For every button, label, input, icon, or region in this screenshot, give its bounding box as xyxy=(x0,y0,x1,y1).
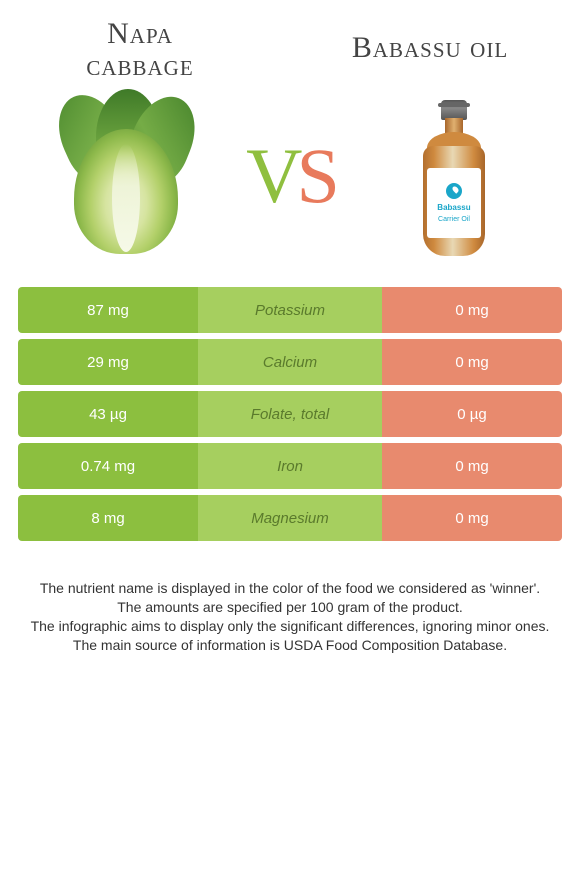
comparison-table: 87 mgPotassium0 mg29 mgCalcium0 mg43 µgF… xyxy=(18,287,562,541)
left-value: 8 mg xyxy=(18,495,198,541)
header: Napa cabbage Babassu oil xyxy=(0,0,580,81)
left-value: 0.74 mg xyxy=(18,443,198,489)
bottle-illustration: Babassu Carrier Oil xyxy=(409,96,499,256)
images-row: VS Babassu Carrier Oil xyxy=(0,81,580,281)
footer-line: The amounts are specified per 100 gram o… xyxy=(22,598,558,617)
bottle-label-line2: Carrier Oil xyxy=(438,216,470,223)
footer-notes: The nutrient name is displayed in the co… xyxy=(22,579,558,655)
table-row: 8 mgMagnesium0 mg xyxy=(18,495,562,541)
right-value: 0 mg xyxy=(382,443,562,489)
title-left: Napa cabbage xyxy=(40,18,240,81)
right-value: 0 mg xyxy=(382,495,562,541)
napa-cabbage-image xyxy=(46,96,206,256)
vs-v: V xyxy=(246,132,296,219)
drop-icon xyxy=(446,183,462,199)
table-row: 43 µgFolate, total0 µg xyxy=(18,391,562,437)
vs-s: S xyxy=(296,132,333,219)
table-row: 29 mgCalcium0 mg xyxy=(18,339,562,385)
nutrient-name: Calcium xyxy=(198,339,382,385)
footer-line: The nutrient name is displayed in the co… xyxy=(22,579,558,598)
left-value: 43 µg xyxy=(18,391,198,437)
footer-line: The infographic aims to display only the… xyxy=(22,617,558,636)
nutrient-name: Potassium xyxy=(198,287,382,333)
table-row: 0.74 mgIron0 mg xyxy=(18,443,562,489)
left-value: 87 mg xyxy=(18,287,198,333)
title-right: Babassu oil xyxy=(320,32,540,64)
cabbage-illustration xyxy=(56,99,196,254)
bottle-label: Babassu Carrier Oil xyxy=(427,168,481,238)
left-value: 29 mg xyxy=(18,339,198,385)
footer-line: The main source of information is USDA F… xyxy=(22,636,558,655)
right-value: 0 mg xyxy=(382,287,562,333)
nutrient-name: Magnesium xyxy=(198,495,382,541)
title-left-line1: Napa xyxy=(40,18,240,50)
bottle-label-line1: Babassu xyxy=(437,203,470,212)
title-left-line2: cabbage xyxy=(40,50,240,82)
right-value: 0 µg xyxy=(382,391,562,437)
right-value: 0 mg xyxy=(382,339,562,385)
table-row: 87 mgPotassium0 mg xyxy=(18,287,562,333)
nutrient-name: Folate, total xyxy=(198,391,382,437)
babassu-oil-image: Babassu Carrier Oil xyxy=(374,96,534,256)
nutrient-name: Iron xyxy=(198,443,382,489)
vs-label: VS xyxy=(246,131,334,221)
